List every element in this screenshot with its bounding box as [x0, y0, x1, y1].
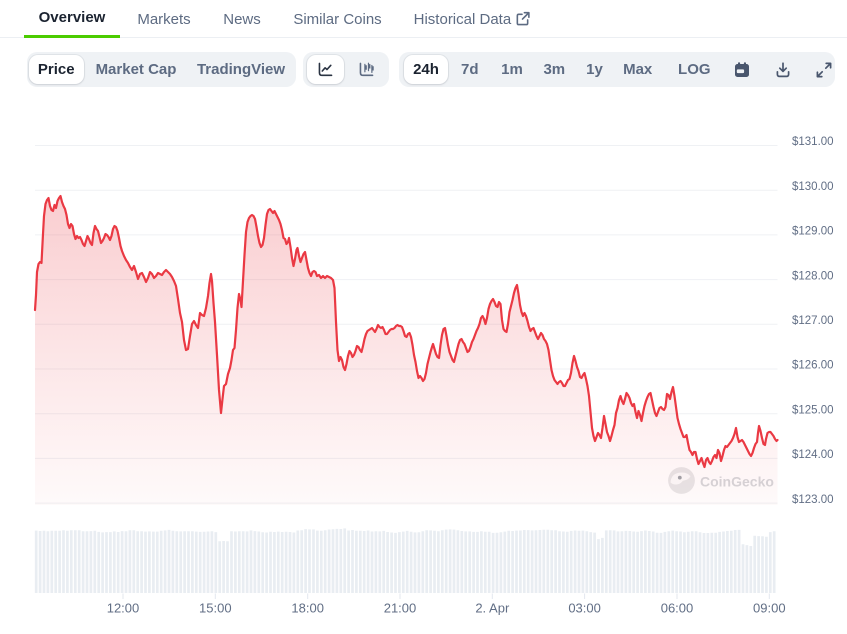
svg-text:$124.00: $124.00 [792, 449, 834, 461]
svg-text:$130.00: $130.00 [792, 181, 834, 193]
svg-text:2. Apr: 2. Apr [475, 601, 510, 616]
svg-text:$123.00: $123.00 [792, 494, 834, 506]
svg-text:$125.00: $125.00 [792, 404, 834, 416]
svg-text:12:00: 12:00 [107, 601, 140, 616]
svg-text:15:00: 15:00 [199, 601, 232, 616]
svg-text:21:00: 21:00 [384, 601, 417, 616]
svg-text:18:00: 18:00 [291, 601, 324, 616]
svg-text:$128.00: $128.00 [792, 270, 834, 282]
svg-text:$126.00: $126.00 [792, 360, 834, 372]
svg-text:06:00: 06:00 [661, 601, 694, 616]
svg-text:$129.00: $129.00 [792, 226, 834, 238]
svg-text:$127.00: $127.00 [792, 315, 834, 327]
svg-text:03:00: 03:00 [568, 601, 601, 616]
svg-text:$131.00: $131.00 [792, 136, 834, 148]
svg-text:09:00: 09:00 [753, 601, 786, 616]
